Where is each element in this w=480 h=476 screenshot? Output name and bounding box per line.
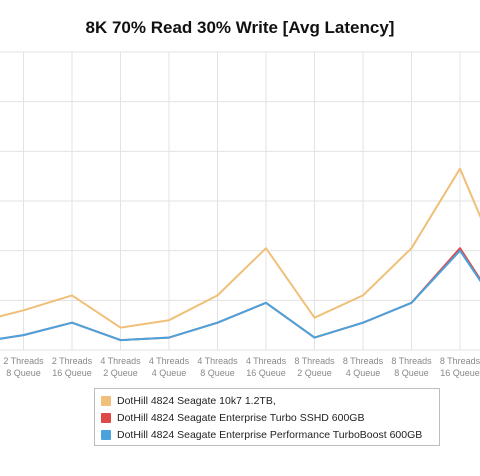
x-tick-label: 4 Queue xyxy=(346,368,381,378)
x-tick-label: 2 Queue xyxy=(297,368,332,378)
x-tick-label: 8 Queue xyxy=(200,368,235,378)
x-tick-label: 8 Threads xyxy=(343,356,384,366)
x-tick-label: 4 Threads xyxy=(100,356,141,366)
legend-swatch xyxy=(101,395,111,406)
legend-item: DotHill 4824 Seagate Enterprise Turbo SS… xyxy=(101,409,439,426)
series-line xyxy=(0,167,480,329)
legend-label: DotHill 4824 Seagate Enterprise Performa… xyxy=(117,428,423,441)
x-tick-label: 8 Threads xyxy=(440,356,480,366)
legend-swatch xyxy=(101,429,111,440)
x-tick-label: 8 Queue xyxy=(6,368,41,378)
x-tick-label: 4 Threads xyxy=(197,356,238,366)
x-tick-label: 8 Threads xyxy=(294,356,335,366)
legend: DotHill 4824 Seagate 10k7 1.2TB, DotHill… xyxy=(94,388,440,446)
x-tick-label: 8 Threads xyxy=(391,356,432,366)
x-tick-label: 8 Queue xyxy=(394,368,429,378)
legend-swatch xyxy=(101,412,111,423)
x-tick-label: 4 Threads xyxy=(149,356,190,366)
x-tick-label: 2 Threads xyxy=(52,356,93,366)
legend-item: DotHill 4824 Seagate Enterprise Performa… xyxy=(101,426,439,443)
x-tick-label: 16 Queue xyxy=(52,368,92,378)
x-tick-label: 2 Threads xyxy=(3,356,44,366)
x-tick-label: 4 Queue xyxy=(152,368,187,378)
x-tick-label: 16 Queue xyxy=(246,368,286,378)
x-tick-label: 16 Queue xyxy=(440,368,480,378)
series-line xyxy=(0,249,480,342)
legend-label: DotHill 4824 Seagate 10k7 1.2TB, xyxy=(117,394,276,407)
legend-label: DotHill 4824 Seagate Enterprise Turbo SS… xyxy=(117,411,365,424)
x-tick-label: 4 Threads xyxy=(246,356,287,366)
x-tick-label: 2 Queue xyxy=(103,368,138,378)
chart-title: 8K 70% Read 30% Write [Avg Latency] xyxy=(85,18,395,37)
legend-item: DotHill 4824 Seagate 10k7 1.2TB, xyxy=(101,392,439,409)
